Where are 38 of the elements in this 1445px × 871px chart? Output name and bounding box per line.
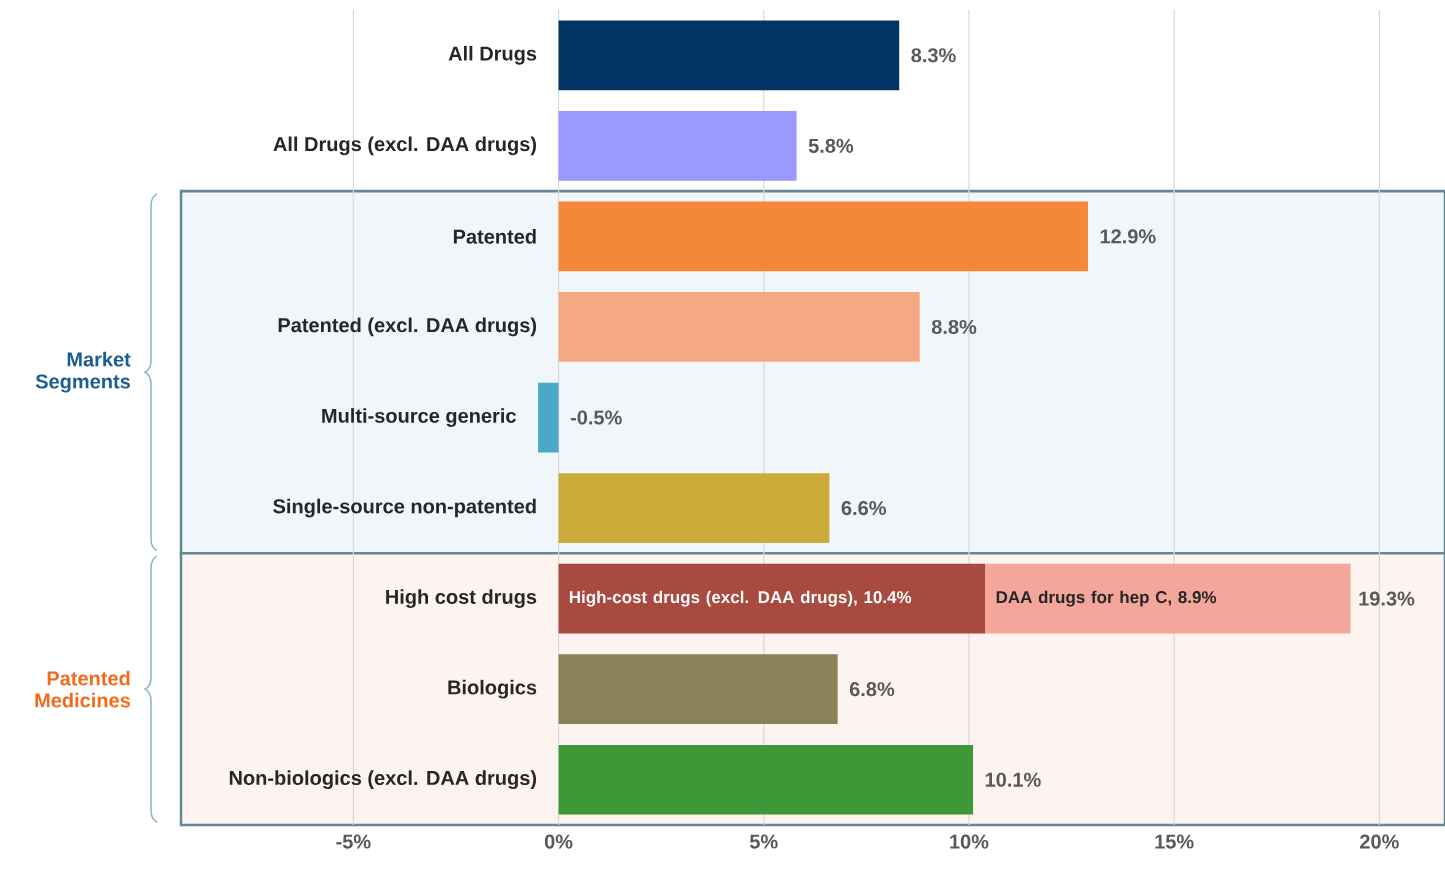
bar bbox=[538, 382, 559, 453]
x-tick-label: 15% bbox=[1155, 834, 1194, 849]
data-label: 6.6% bbox=[841, 500, 886, 516]
bar bbox=[558, 201, 1088, 272]
bar bbox=[558, 744, 974, 815]
y-tick-label: Non-biologics (excl. DAA drugs) bbox=[229, 770, 537, 790]
y-tick-label: All Drugs (excl. DAA drugs) bbox=[273, 136, 537, 156]
y-tick-label: Patented bbox=[453, 229, 536, 244]
data-label: -0.5% bbox=[570, 410, 622, 425]
data-label: 10.1% bbox=[985, 772, 1041, 787]
bar bbox=[558, 473, 830, 543]
bar bbox=[558, 110, 797, 181]
x-tick-label: 20% bbox=[1360, 834, 1399, 849]
band-label: Patented Medicines bbox=[35, 670, 130, 708]
y-tick-label: Single-source non-patented bbox=[273, 498, 536, 518]
bar bbox=[985, 563, 1351, 634]
data-label: High-cost drugs (excl. DAA drugs), 10.4% bbox=[569, 590, 912, 607]
y-tick-label: High cost drugs bbox=[386, 589, 537, 608]
x-tick-label: -5% bbox=[336, 834, 371, 849]
y-tick-label: Biologics bbox=[448, 679, 537, 699]
data-label: 8.8% bbox=[931, 319, 977, 335]
bar bbox=[558, 563, 986, 634]
y-tick-label: Multi-source generic bbox=[322, 408, 516, 427]
bar bbox=[558, 292, 920, 362]
total-label: 19.3% bbox=[1359, 591, 1415, 606]
data-label: 5.8% bbox=[808, 138, 854, 153]
x-tick-label: 10% bbox=[950, 834, 989, 849]
band-label: Market Segments bbox=[35, 351, 131, 393]
y-tick-label: Patented (excl. DAA drugs) bbox=[278, 317, 537, 337]
bar bbox=[558, 654, 838, 725]
data-label: 6.8% bbox=[849, 682, 895, 697]
data-label: DAA drugs for hep C, 8.9% bbox=[996, 590, 1217, 607]
x-tick-label: 0% bbox=[544, 834, 573, 849]
x-tick-label: 5% bbox=[749, 834, 778, 849]
y-tick-label: All Drugs bbox=[448, 45, 537, 65]
data-label: 12.9% bbox=[1100, 229, 1156, 244]
bar bbox=[558, 20, 900, 91]
data-label: 8.3% bbox=[911, 48, 956, 63]
